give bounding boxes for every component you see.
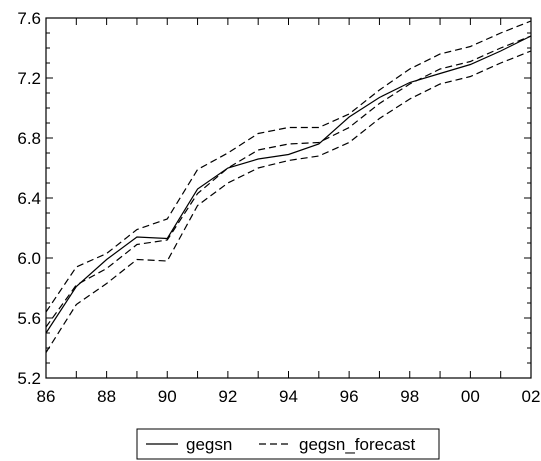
- x-tick-label: 92: [218, 387, 237, 406]
- x-tick-label: 94: [279, 387, 298, 406]
- series-line-gegsn-forecast: [45, 35, 532, 328]
- y-tick-label: 6.0: [17, 249, 41, 268]
- x-axis-tick-labels: 86 88 90 92 94 96 98 00 02: [37, 387, 541, 406]
- y-tick-label: 6.4: [17, 189, 41, 208]
- plot-frame: [45, 17, 532, 379]
- y-tick-label: 5.6: [17, 309, 41, 328]
- series-line-lower-band: [45, 50, 532, 353]
- y-tick-label: 7.6: [17, 9, 41, 28]
- y-axis-tick-labels: 5.2 5.6 6.0 6.4 6.8 7.2 7.6: [17, 9, 41, 388]
- legend-label-gegsn-forecast: gegsn_forecast: [299, 435, 416, 454]
- x-tick-label: 02: [522, 387, 541, 406]
- x-tick-label: 96: [340, 387, 359, 406]
- axis-ticks: [45, 17, 532, 379]
- x-tick-label: 00: [461, 387, 480, 406]
- legend-label-gegsn: gegsn: [186, 435, 232, 454]
- x-tick-label: 86: [37, 387, 56, 406]
- series-layer: [45, 20, 532, 353]
- legend: gegsn gegsn_forecast: [136, 428, 440, 460]
- series-line-gegsn: [45, 35, 532, 334]
- x-tick-label: 88: [97, 387, 116, 406]
- x-tick-label: 98: [400, 387, 419, 406]
- y-tick-label: 5.2: [17, 369, 41, 388]
- x-tick-label: 90: [158, 387, 177, 406]
- series-line-upper-band: [45, 20, 532, 313]
- y-tick-label: 7.2: [17, 69, 41, 88]
- y-tick-label: 6.8: [17, 129, 41, 148]
